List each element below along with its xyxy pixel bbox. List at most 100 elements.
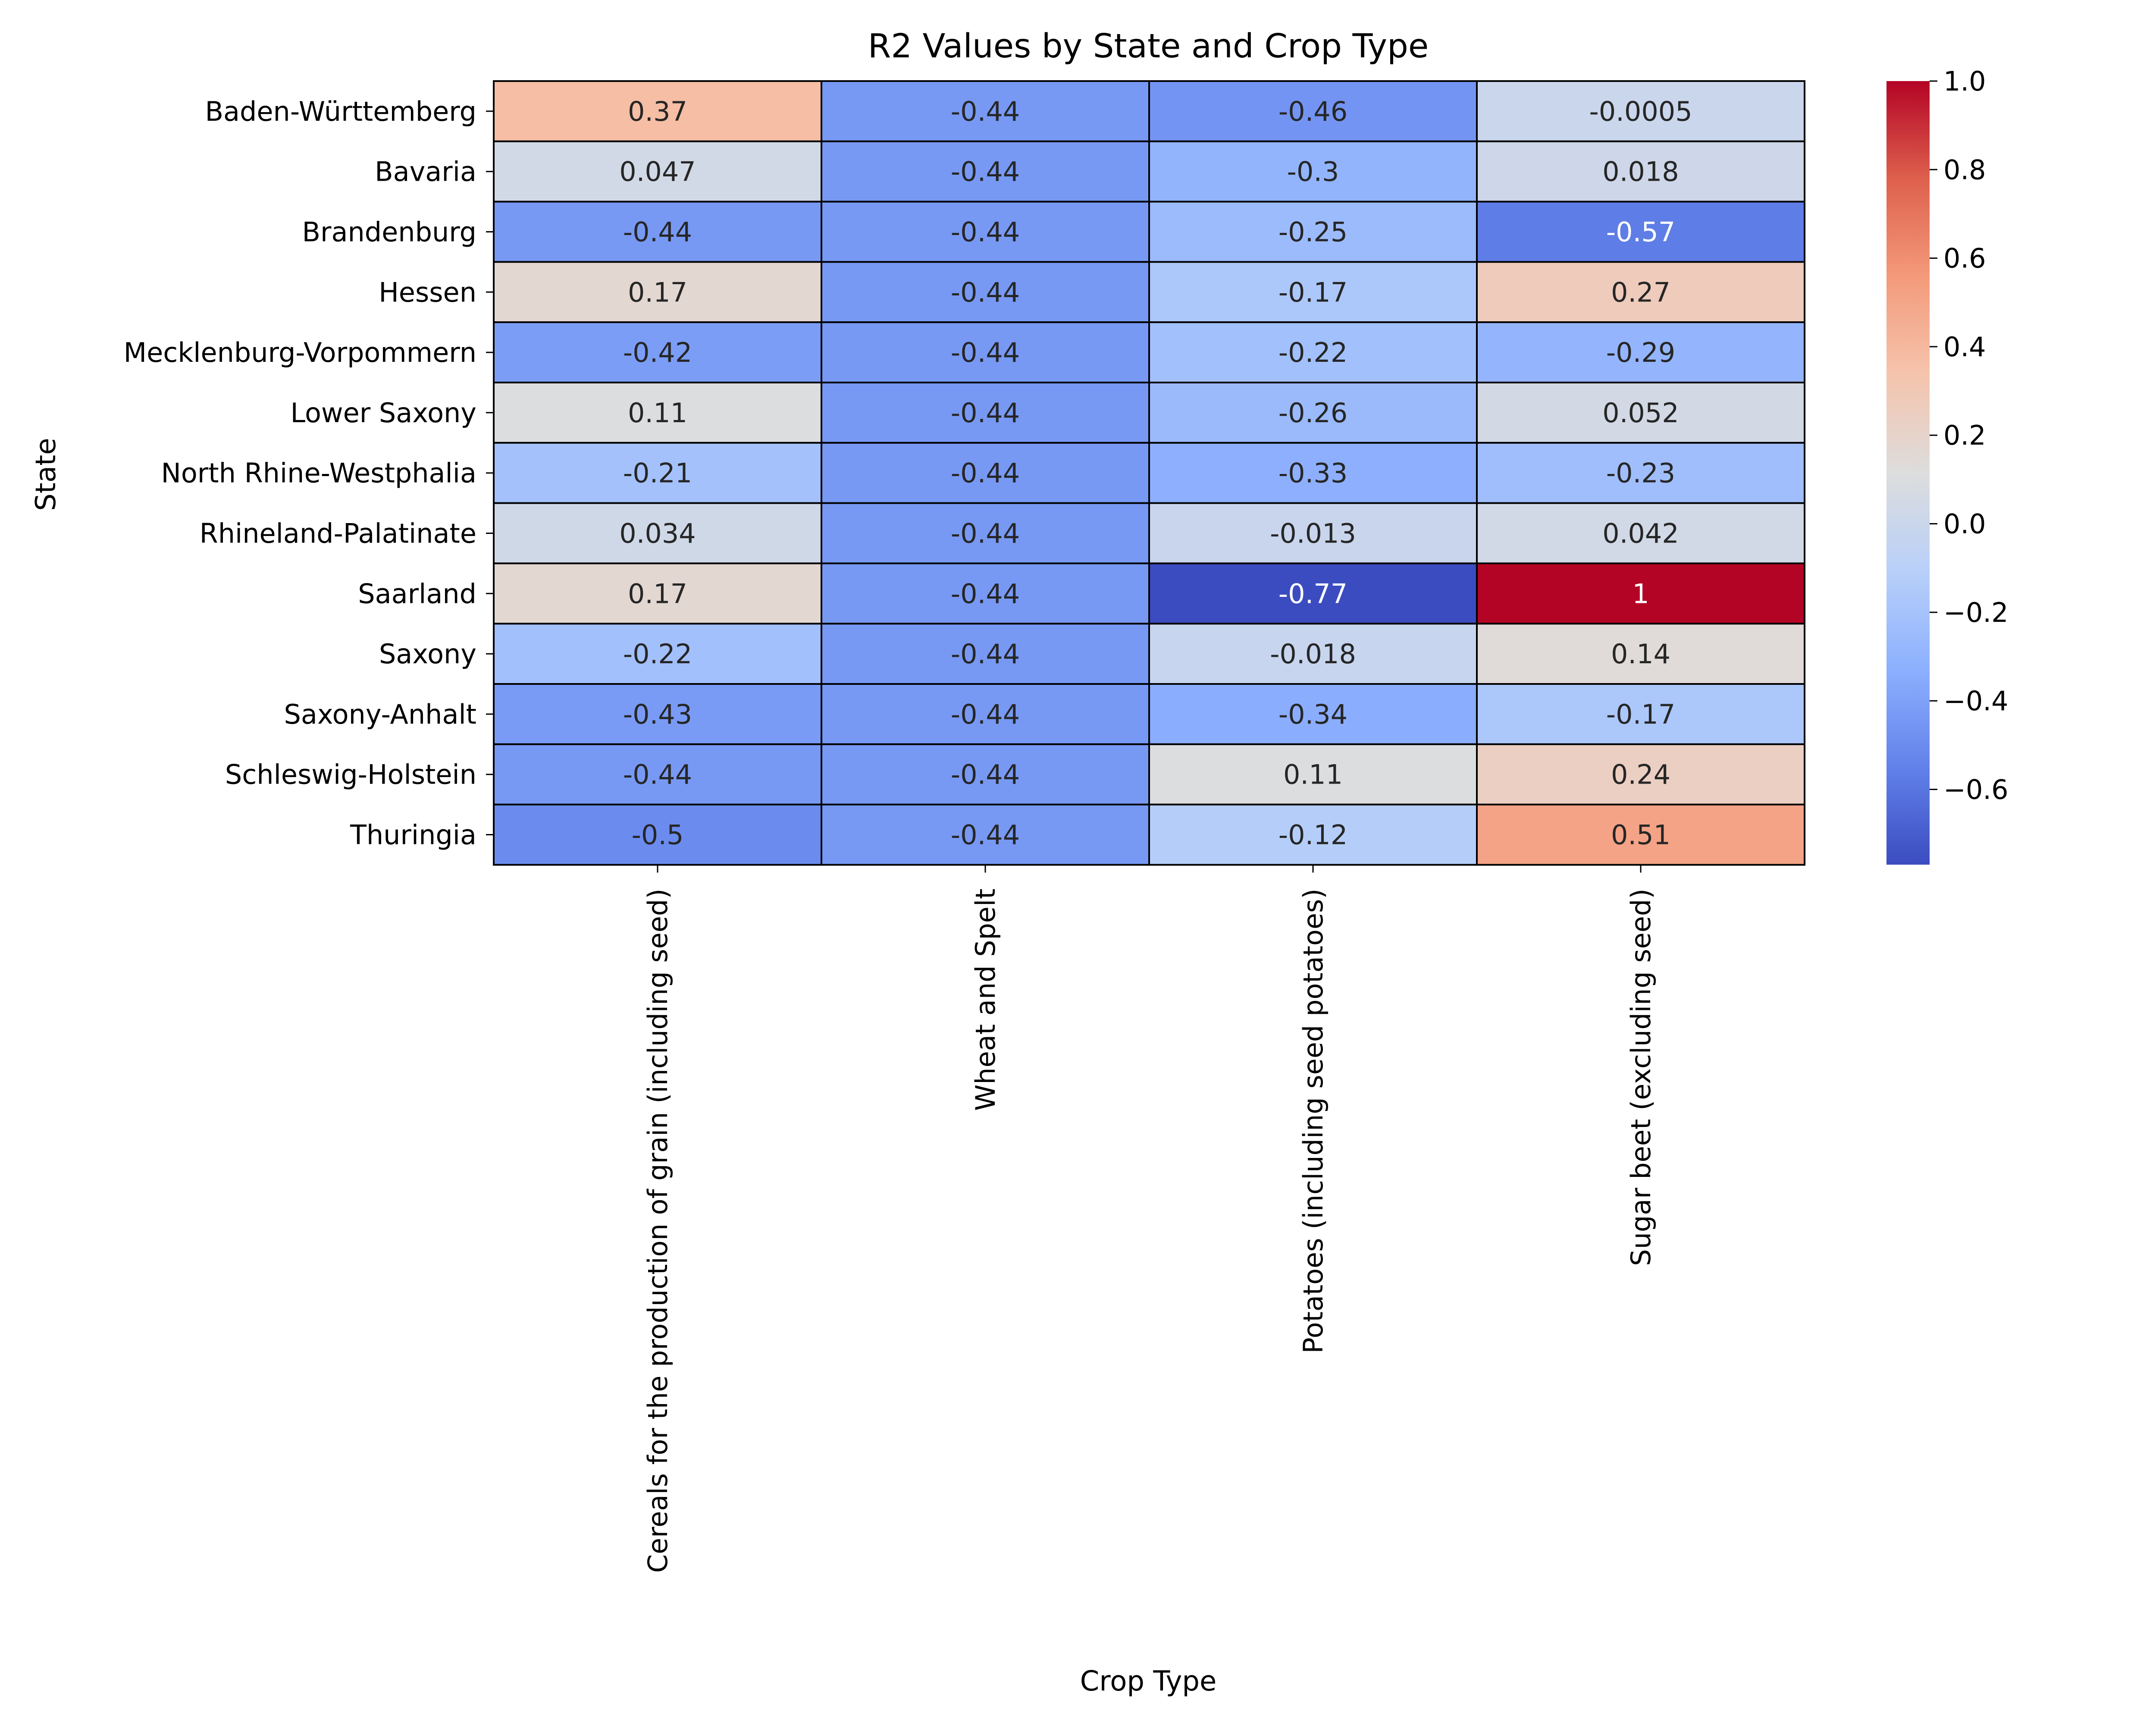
heatmap-cell bbox=[1476, 442, 1805, 504]
heatmap-cell bbox=[1476, 261, 1805, 323]
heatmap-cell bbox=[821, 321, 1150, 384]
y-tick-label: Saxony-Anhalt bbox=[284, 699, 476, 730]
cell-value-label: -0.17 bbox=[1279, 276, 1348, 308]
cell-value-label: -0.44 bbox=[951, 759, 1020, 790]
x-tick-label: Sugar beet (excluding seed) bbox=[1625, 888, 1657, 1266]
y-tick-label: Saarland bbox=[358, 578, 476, 609]
cell-value-label: 0.034 bbox=[619, 518, 696, 549]
heatmap-cell bbox=[821, 803, 1150, 866]
heatmap-cell bbox=[1476, 201, 1805, 263]
cell-value-label: -0.22 bbox=[1279, 337, 1348, 368]
chart-title: R2 Values by State and Crop Type bbox=[868, 27, 1429, 66]
cell-value-label: 0.11 bbox=[628, 397, 687, 429]
heatmap-cell bbox=[493, 80, 822, 142]
y-tick-label: Baden-Württemberg bbox=[205, 96, 476, 127]
cell-value-label: -0.77 bbox=[1279, 578, 1348, 609]
heatmap-cell bbox=[493, 502, 822, 565]
heatmap-cell bbox=[493, 442, 822, 504]
heatmap-cell bbox=[1476, 743, 1805, 806]
cell-value-label: -0.29 bbox=[1606, 337, 1675, 368]
heatmap-cells: 0.37 -0.44 -0.46 -0.0005 0.047 -0.44 -0.3 0.018… bbox=[493, 80, 1805, 866]
heatmap-cell bbox=[493, 803, 822, 866]
cell-value-label: -0.44 bbox=[623, 759, 692, 790]
colorbar-tick-label: −0.4 bbox=[1943, 685, 2009, 717]
heatmap-cell bbox=[1476, 562, 1805, 625]
y-tick-label: Thuringia bbox=[350, 819, 476, 851]
cell-value-label: 0.047 bbox=[619, 156, 696, 188]
cell-value-label: -0.42 bbox=[623, 337, 692, 368]
cell-value-label: -0.44 bbox=[623, 216, 692, 248]
cell-value-label: -0.34 bbox=[1279, 699, 1348, 730]
cell-value-label: 0.37 bbox=[628, 96, 687, 127]
colorbar-tick-label: 0.0 bbox=[1943, 508, 1986, 540]
heatmap-cell bbox=[821, 683, 1150, 745]
heatmap-cell bbox=[1148, 683, 1478, 745]
cell-value-label: -0.23 bbox=[1606, 458, 1675, 489]
heatmap-cell bbox=[821, 382, 1150, 444]
cell-value-label: -0.44 bbox=[951, 276, 1020, 308]
cell-value-label: -0.0005 bbox=[1589, 96, 1692, 127]
cell-value-label: -0.26 bbox=[1279, 397, 1348, 429]
heatmap-cell bbox=[821, 201, 1150, 263]
y-tick-label: Schleswig-Holstein bbox=[225, 759, 476, 790]
cell-value-label: -0.44 bbox=[951, 397, 1020, 429]
colorbar-tick-label: 0.6 bbox=[1943, 243, 1986, 274]
colorbar-tick-label: 0.8 bbox=[1943, 154, 1986, 185]
y-tick-label: Hessen bbox=[379, 276, 476, 308]
heatmap-cell bbox=[821, 261, 1150, 323]
y-tick-label: North Rhine-Westphalia bbox=[161, 458, 476, 489]
colorbar-ticks: 1.0 0.8 0.6 0.4 0.2 0.0 −0.2 −0.4 −0.6 bbox=[1930, 66, 2009, 805]
y-tick-label: Saxony bbox=[379, 638, 476, 670]
cell-value-label: -0.018 bbox=[1270, 638, 1356, 670]
heatmap-cell bbox=[1148, 803, 1478, 866]
heatmap-cell bbox=[1148, 442, 1478, 504]
heatmap-cell bbox=[1476, 803, 1805, 866]
x-axis-label: Crop Type bbox=[1080, 1665, 1217, 1697]
x-tick-label: Potatoes (including seed potatoes) bbox=[1297, 888, 1329, 1353]
cell-value-label: -0.43 bbox=[623, 699, 692, 730]
y-tick-label: Brandenburg bbox=[302, 216, 476, 248]
heatmap-cell bbox=[1148, 743, 1478, 806]
cell-value-label: 0.14 bbox=[1611, 638, 1670, 670]
heatmap-cell bbox=[821, 140, 1150, 203]
colorbar bbox=[1887, 81, 1930, 865]
cell-value-label: -0.44 bbox=[951, 699, 1020, 730]
heatmap-cell bbox=[821, 743, 1150, 806]
heatmap-cell bbox=[1476, 623, 1805, 685]
cell-value-label: 0.11 bbox=[1283, 759, 1343, 790]
cell-value-label: 0.27 bbox=[1611, 276, 1670, 308]
cell-value-label: 0.042 bbox=[1602, 518, 1679, 549]
x-tick-label: Wheat and Spelt bbox=[970, 888, 1001, 1111]
colorbar-tick-label: −0.6 bbox=[1943, 774, 2009, 805]
y-axis-label: State bbox=[30, 438, 62, 511]
colorbar-tick-label: −0.2 bbox=[1943, 597, 2009, 628]
heatmap-cell bbox=[1476, 80, 1805, 142]
heatmap-cell bbox=[493, 382, 822, 444]
cell-value-label: -0.22 bbox=[623, 638, 692, 670]
cell-value-label: -0.33 bbox=[1279, 458, 1348, 489]
heatmap-cell bbox=[1476, 683, 1805, 745]
heatmap-cell bbox=[1476, 140, 1805, 203]
cell-value-label: -0.46 bbox=[1279, 96, 1348, 127]
cell-value-label: -0.44 bbox=[951, 458, 1020, 489]
heatmap-cell bbox=[1148, 321, 1478, 384]
cell-value-label: -0.44 bbox=[951, 216, 1020, 248]
cell-value-label: -0.44 bbox=[951, 156, 1020, 188]
heatmap-cell bbox=[493, 743, 822, 806]
cell-value-label: -0.013 bbox=[1270, 518, 1356, 549]
y-tick-label: Bavaria bbox=[375, 156, 476, 188]
cell-value-label: 1 bbox=[1632, 578, 1649, 609]
cell-value-label: -0.12 bbox=[1279, 819, 1348, 851]
cell-value-label: -0.44 bbox=[951, 518, 1020, 549]
cell-value-label: 0.24 bbox=[1611, 759, 1670, 790]
column-labels: Cereals for the production of grain (inc… bbox=[642, 865, 1657, 1573]
y-tick-label: Rhineland-Palatinate bbox=[200, 518, 476, 549]
heatmap-cell bbox=[1476, 321, 1805, 384]
cell-value-label: 0.17 bbox=[628, 578, 687, 609]
heatmap-cell bbox=[493, 623, 822, 685]
colorbar-tick-label: 0.4 bbox=[1943, 331, 1986, 363]
cell-value-label: -0.44 bbox=[951, 96, 1020, 127]
cell-value-label: 0.17 bbox=[628, 276, 687, 308]
cell-value-label: -0.44 bbox=[951, 638, 1020, 670]
